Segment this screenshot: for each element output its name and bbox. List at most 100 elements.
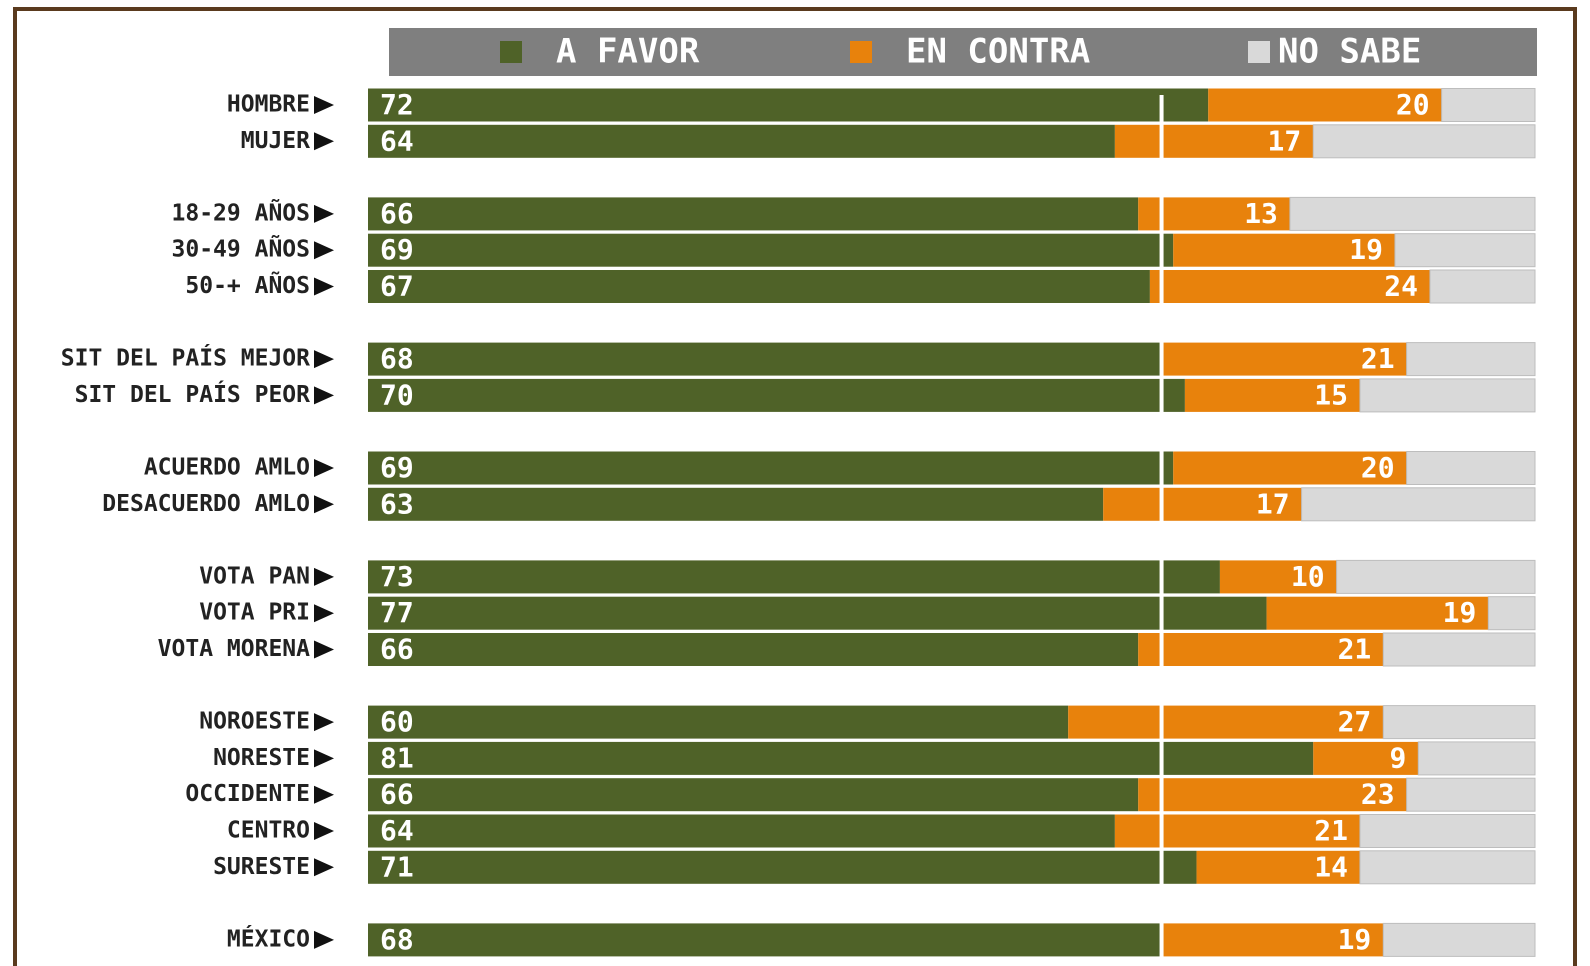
bar-segment (368, 814, 1115, 848)
value-label: 66 (380, 197, 414, 230)
category-label: MÉXICO (227, 924, 310, 952)
bar-segment (368, 560, 1220, 594)
bar-segment (1359, 850, 1536, 885)
value-label: 17 (1268, 124, 1302, 157)
value-label: 24 (1384, 270, 1418, 303)
category-label: SIT DEL PAÍS PEOR (75, 380, 311, 408)
bar-segment (1103, 487, 1302, 521)
bar-segment (1406, 777, 1536, 812)
category-label: NOROESTE (199, 709, 310, 735)
value-label: 68 (380, 342, 414, 375)
arrow-icon (314, 822, 334, 840)
arrow-icon (314, 495, 334, 514)
bar-segment (1196, 850, 1360, 884)
bar-segment (368, 850, 1197, 884)
category-label: 30-49 AÑOS (172, 235, 310, 263)
value-label: 19 (1443, 596, 1477, 629)
bar-segment (368, 596, 1267, 630)
bar-segment (1312, 124, 1536, 159)
value-label: 20 (1396, 88, 1430, 121)
bar-segment (1382, 632, 1536, 667)
value-label: 64 (380, 124, 414, 157)
bar-segment (1417, 741, 1536, 776)
bar-segment (1359, 378, 1536, 413)
value-label: 23 (1361, 778, 1395, 811)
value-label: 77 (380, 596, 414, 629)
category-label: MUJER (241, 128, 310, 154)
legend-swatch (1248, 41, 1270, 63)
value-label: 15 (1314, 378, 1348, 411)
bar-segment (1138, 633, 1384, 666)
value-label: 14 (1314, 850, 1348, 883)
category-label: NORESTE (213, 745, 310, 771)
arrow-icon (314, 858, 334, 877)
value-label: 71 (380, 850, 414, 883)
bar-segment (368, 88, 1209, 122)
arrow-icon (314, 713, 334, 732)
bar-segment (368, 378, 1185, 412)
category-label: SIT DEL PAÍS MEJOR (61, 344, 310, 372)
category-label: 18-29 AÑOS (172, 198, 310, 226)
category-label: ACUERDO AMLO (144, 455, 310, 481)
value-label: 68 (380, 923, 414, 956)
arrow-icon (314, 930, 334, 949)
value-label: 20 (1361, 451, 1395, 484)
value-label: 70 (380, 378, 414, 411)
bar-segment (1173, 451, 1407, 485)
bar-segment (368, 451, 1174, 485)
bar-segment (1487, 596, 1536, 631)
bar-segment (1301, 487, 1536, 522)
bar-segment (1382, 922, 1536, 957)
value-label: 66 (380, 778, 414, 811)
legend-box (389, 28, 1537, 76)
value-label: 66 (380, 633, 414, 666)
bar-segment (1149, 270, 1430, 303)
bar-segment (368, 778, 1139, 812)
value-label: 21 (1361, 342, 1395, 375)
bar-segment (1313, 741, 1419, 775)
bar-segment (368, 633, 1139, 666)
bar-segment (1208, 88, 1442, 122)
value-label: 67 (380, 270, 414, 303)
value-label: 9 (1389, 741, 1406, 774)
bar-segment (1173, 233, 1395, 267)
value-label: 21 (1338, 633, 1372, 666)
value-label: 64 (380, 814, 414, 847)
value-label: 19 (1349, 233, 1383, 266)
arrow-icon (314, 604, 334, 623)
bar-segment (368, 741, 1314, 775)
category-label: VOTA MORENA (158, 636, 310, 662)
bar-segment (1336, 559, 1536, 594)
value-label: 17 (1256, 487, 1290, 520)
category-label: SURESTE (213, 854, 310, 880)
category-label: 50-+ AÑOS (185, 271, 310, 299)
bar-segment (368, 342, 1162, 376)
bar-segment (1406, 342, 1536, 377)
legend-label: EN CONTRA (906, 32, 1090, 72)
value-label: 60 (380, 705, 414, 738)
bar-segment (1359, 814, 1536, 848)
value-label: 63 (380, 487, 414, 520)
bar-segment (368, 124, 1115, 158)
value-label: 21 (1314, 814, 1348, 847)
legend-label: A FAVOR (556, 32, 700, 72)
arrow-icon (314, 749, 334, 768)
arrow-icon (314, 277, 334, 296)
bar-segment (1114, 124, 1314, 158)
bar-segment (1184, 378, 1360, 412)
bar-segment (1138, 778, 1407, 812)
bar-segment (1382, 705, 1536, 740)
value-label: 19 (1338, 923, 1372, 956)
arrow-icon (314, 204, 334, 223)
bar-segment (1114, 814, 1360, 848)
legend-label: NO SABE (1278, 32, 1421, 72)
bar-segment (1406, 451, 1536, 485)
bar-segment (368, 270, 1150, 303)
arrow-icon (314, 96, 334, 114)
arrow-icon (314, 241, 334, 260)
bar-segment (368, 233, 1174, 267)
bar-segment (368, 487, 1104, 521)
bar-segment (1219, 560, 1337, 594)
legend-swatch (850, 41, 872, 63)
